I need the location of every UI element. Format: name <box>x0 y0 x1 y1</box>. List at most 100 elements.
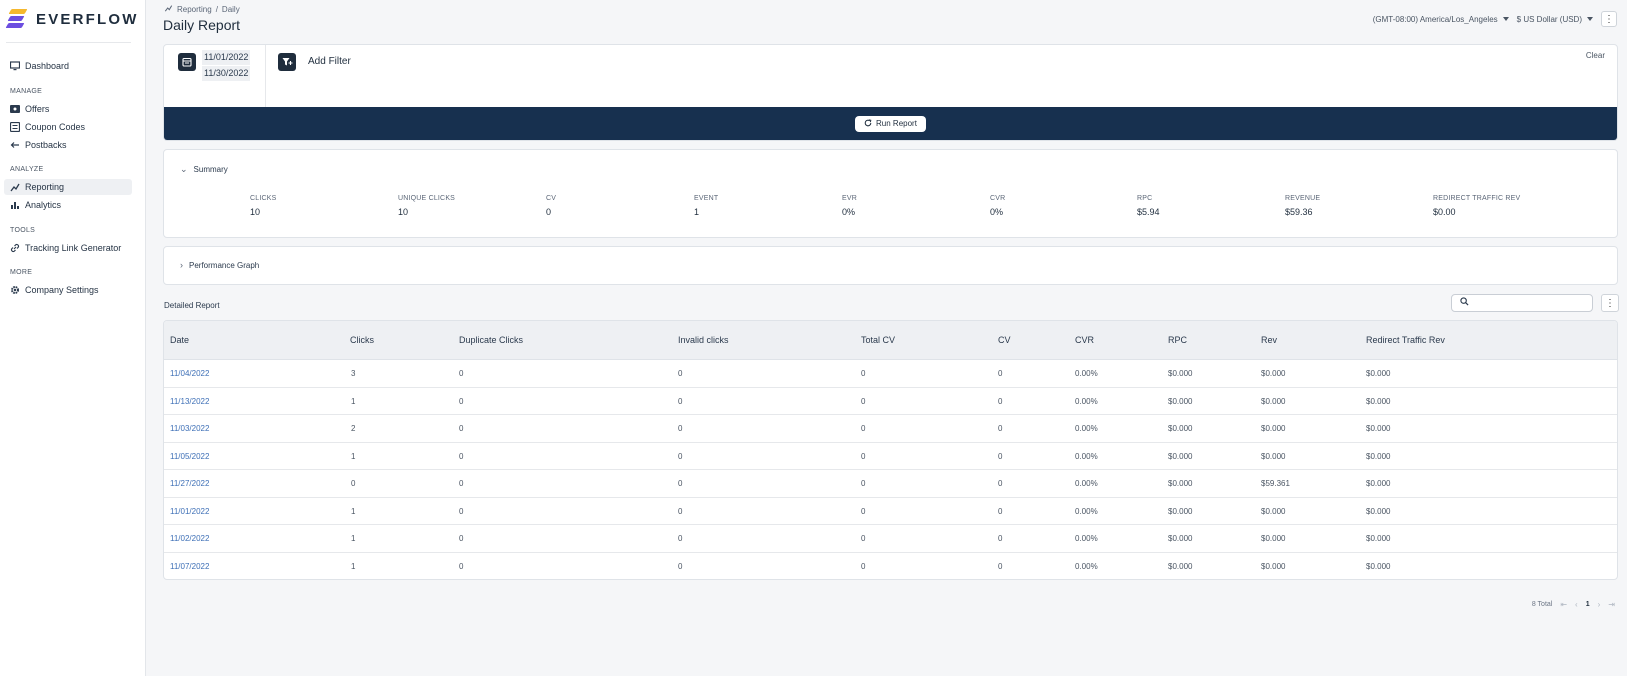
column-header-redirect-traffic-rev[interactable]: Redirect Traffic Rev <box>1366 335 1445 345</box>
metric-value: $5.94 <box>1137 207 1160 217</box>
run-report-button[interactable]: Run Report <box>855 115 926 132</box>
first-page-icon[interactable]: ⇤ <box>1560 600 1568 609</box>
metric-label: CVR <box>990 195 1006 202</box>
search-input[interactable] <box>1473 298 1583 308</box>
cell-duplicate-clicks: 0 <box>459 479 464 488</box>
chevron-down-icon: ⌄ <box>180 164 188 174</box>
date-range-picker[interactable]: 11/01/2022 11/30/2022 <box>202 50 251 82</box>
cell-cvr: 0.00% <box>1075 479 1098 488</box>
total-count: 8 Total <box>1531 601 1553 608</box>
cell-invalid-clicks: 0 <box>678 369 683 378</box>
brand-name: EVERFLOW <box>36 10 139 28</box>
timezone-dropdown[interactable]: (GMT-08:00) America/Los_Angeles <box>1373 15 1509 24</box>
table-row: 11/02/2022 1 0 0 0 0 0.00% $0.000 $0.000… <box>164 525 1617 553</box>
cell-rpc: $0.000 <box>1168 534 1193 543</box>
column-header-clicks[interactable]: Clicks <box>350 335 374 345</box>
cell-duplicate-clicks: 0 <box>459 534 464 543</box>
metric-redirect-traffic-rev: REDIRECT TRAFFIC REV $0.00 <box>1433 195 1520 217</box>
metric-label: CV <box>546 195 557 202</box>
cell-date[interactable]: 11/07/2022 <box>170 561 210 571</box>
column-header-total-cv[interactable]: Total CV <box>861 335 896 345</box>
sidebar-item-coupon-codes[interactable]: Coupon Codes <box>4 119 132 135</box>
table-options-button[interactable]: ⋮ <box>1601 294 1619 312</box>
sidebar-item-reporting[interactable]: Reporting <box>4 179 132 195</box>
performance-graph-toggle[interactable]: › Performance Graph <box>180 260 259 270</box>
clear-button[interactable]: Clear <box>1585 51 1605 60</box>
performance-graph-panel: › Performance Graph <box>163 246 1618 285</box>
column-header-duplicate-clicks[interactable]: Duplicate Clicks <box>459 335 524 345</box>
cell-cvr: 0.00% <box>1075 534 1098 543</box>
sidebar-item-postbacks[interactable]: Postbacks <box>4 137 132 153</box>
sidebar-item-analytics[interactable]: Analytics <box>4 197 132 213</box>
table-row: 11/03/2022 2 0 0 0 0 0.00% $0.000 $0.000… <box>164 415 1617 443</box>
metric-revenue: REVENUE $59.36 <box>1285 195 1320 217</box>
current-page[interactable]: 1 <box>1585 601 1590 608</box>
refresh-icon <box>864 118 872 129</box>
calendar-button[interactable] <box>178 53 196 71</box>
cell-date[interactable]: 11/02/2022 <box>170 534 210 543</box>
metric-label: EVR <box>842 195 857 202</box>
cell-invalid-clicks: 0 <box>678 561 683 571</box>
sidebar-item-label: Offers <box>25 104 50 114</box>
run-report-label: Run Report <box>876 119 917 128</box>
cell-rpc: $0.000 <box>1168 451 1193 461</box>
cell-clicks: 0 <box>351 479 356 488</box>
metric-rpc: RPC $5.94 <box>1137 195 1160 217</box>
column-header-cvr[interactable]: CVR <box>1075 335 1095 345</box>
cell-duplicate-clicks: 0 <box>459 424 464 433</box>
column-header-date[interactable]: Date <box>170 335 190 345</box>
column-header-rpc[interactable]: RPC <box>1168 335 1188 345</box>
cell-total-cv: 0 <box>861 369 866 378</box>
coupon-icon <box>10 122 20 132</box>
column-header-invalid-clicks[interactable]: Invalid clicks <box>678 335 729 345</box>
cell-rpc: $0.000 <box>1168 479 1193 488</box>
metric-value: $0.00 <box>1433 207 1456 217</box>
cell-clicks: 1 <box>351 534 356 543</box>
cell-date[interactable]: 11/05/2022 <box>170 451 210 461</box>
cell-date[interactable]: 11/04/2022 <box>170 369 210 378</box>
cell-total-cv: 0 <box>861 479 866 488</box>
sidebar-item-dashboard[interactable]: Dashboard <box>4 58 132 74</box>
cell-date[interactable]: 11/01/2022 <box>170 506 210 516</box>
breadcrumb-item-reporting[interactable]: Reporting <box>177 4 212 14</box>
cell-cvr: 0.00% <box>1075 396 1098 406</box>
currency-dropdown[interactable]: $ US Dollar (USD) <box>1517 15 1593 24</box>
cell-duplicate-clicks: 0 <box>459 506 464 516</box>
metric-value: 1 <box>694 207 700 217</box>
sidebar-item-company-settings[interactable]: Company Settings <box>4 282 132 298</box>
last-page-icon[interactable]: ⇥ <box>1608 600 1615 609</box>
cell-cvr: 0.00% <box>1075 424 1098 433</box>
cell-rpc: $0.000 <box>1168 561 1193 571</box>
logo[interactable]: EVERFLOW <box>5 8 139 30</box>
next-page-icon[interactable]: › <box>1597 600 1601 609</box>
add-filter-icon-button[interactable] <box>278 53 296 71</box>
cell-date[interactable]: 11/27/2022 <box>170 479 210 488</box>
reporting-icon <box>10 182 20 192</box>
everflow-logo-icon <box>5 8 28 30</box>
table-search[interactable] <box>1451 294 1593 312</box>
cell-clicks: 1 <box>351 561 356 571</box>
sidebar-item-tracking-link-generator[interactable]: Tracking Link Generator <box>4 240 132 256</box>
add-filter-button[interactable]: Add Filter <box>308 56 351 67</box>
column-header-rev[interactable]: Rev <box>1261 335 1278 345</box>
metric-label: EVENT <box>694 195 719 202</box>
table-row: 11/01/2022 1 0 0 0 0 0.00% $0.000 $0.000… <box>164 498 1617 525</box>
cell-date[interactable]: 11/03/2022 <box>170 424 210 433</box>
summary-toggle[interactable]: ⌄ Summary <box>180 164 228 175</box>
sidebar-item-label: Analytics <box>25 200 62 210</box>
more-options-button[interactable]: ⋮ <box>1601 11 1617 27</box>
filter-plus-icon <box>282 58 292 66</box>
offers-icon <box>10 104 20 114</box>
cell-rev: $0.000 <box>1261 506 1286 516</box>
cell-date[interactable]: 11/13/2022 <box>170 396 210 406</box>
sidebar-item-label: Company Settings <box>25 285 99 295</box>
breadcrumb-separator: / <box>215 4 218 14</box>
kebab-icon: ⋮ <box>1604 13 1614 25</box>
cell-cv: 0 <box>998 451 1003 461</box>
divider <box>265 45 266 107</box>
postback-icon <box>10 140 20 150</box>
prev-page-icon[interactable]: ‹ <box>1575 600 1578 609</box>
column-header-cv[interactable]: CV <box>998 335 1011 345</box>
sidebar-item-offers[interactable]: Offers <box>4 101 132 117</box>
search-icon <box>1460 297 1469 309</box>
